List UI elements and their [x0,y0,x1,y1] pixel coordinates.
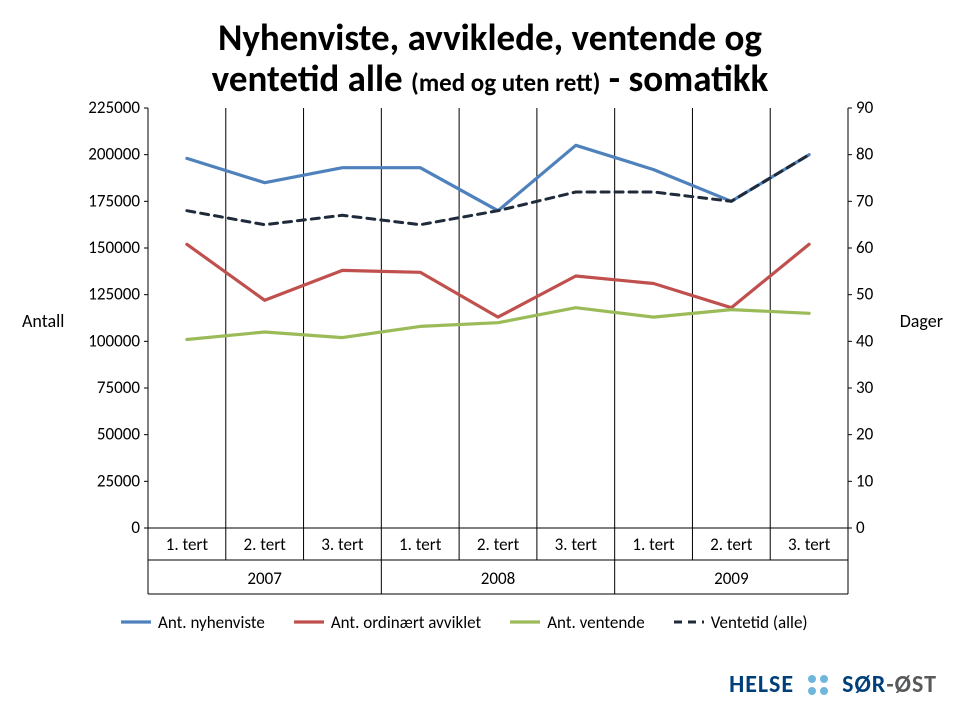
x-category-label: 3. tert [788,534,831,555]
x-category-label: 2. tert [243,534,286,555]
y1-tick-label: 200000 [88,144,140,165]
y-axis-left-label: Antall [22,310,64,332]
footer-logo: HELSE SØR-ØST [729,670,937,699]
x-category-label: 1. tert [399,534,442,555]
x-category-label: 2. tert [710,534,753,555]
legend-swatch-icon [509,615,541,629]
y1-tick-label: 50000 [97,424,140,445]
x-group-label: 2007 [247,568,282,589]
legend-swatch-icon [293,615,325,629]
y1-tick-label: 25000 [97,470,140,491]
title-line2-small: (med og uten rett) [411,67,600,98]
legend-item-ordinaert: Ant. ordinært avviklet [293,612,481,633]
y1-tick-label: 175000 [88,190,140,211]
x-group-label: 2009 [714,568,749,589]
legend-label: Ant. ordinært avviklet [331,612,481,633]
y1-tick-label: 150000 [88,237,140,258]
x-category-label: 1. tert [632,534,675,555]
x-group-label: 2008 [481,568,515,589]
legend-item-nyhenviste: Ant. nyhenviste [120,612,265,633]
y2-tick-label: 90 [856,100,874,118]
x-category-label: 3. tert [321,534,364,555]
logo-text-helse: HELSE [729,670,794,699]
legend-item-ventetid: Ventetid (alle) [673,612,808,633]
logo-dots-icon [804,671,832,699]
y2-tick-label: 70 [856,190,874,211]
y2-tick-label: 80 [856,144,874,165]
title-line2b: - somatikk [600,56,768,101]
x-category-label: 1. tert [166,534,209,555]
y1-tick-label: 125000 [88,284,140,305]
series-ventende [187,308,809,340]
chart-legend: Ant. nyhenviste Ant. ordinært avviklet Ant… [120,608,880,636]
y1-tick-label: 75000 [97,377,140,398]
y-axis-right-label: Dager [900,310,943,332]
y2-tick-label: 20 [856,424,874,445]
legend-swatch-icon [673,615,705,629]
y2-tick-label: 10 [856,470,874,491]
legend-label: Ventetid (alle) [711,612,808,633]
series-ordinaert [187,244,809,317]
y2-tick-label: 0 [856,517,865,538]
logo-text-sorost: SØR-ØST [842,670,937,699]
legend-item-ventende: Ant. ventende [509,612,644,633]
legend-label: Ant. nyhenviste [158,612,265,633]
title-line2a: ventetid alle [212,56,411,101]
legend-swatch-icon [120,615,152,629]
y1-tick-label: 100000 [88,330,140,351]
slide: Nyhenviste, avviklede, ventende og vente… [0,0,959,713]
line-chart: 0 25000 50000 75000 100000 125000 150000 175000… [80,100,880,600]
y1-tick-label: 225000 [88,100,140,118]
title-line1: Nyhenviste, avviklede, ventende og [218,15,762,60]
series-ventetid [187,155,809,225]
x-category-label: 3. tert [555,534,598,555]
y1-tick-label: 0 [131,517,140,538]
y2-tick-label: 30 [856,377,874,398]
x-category-label: 2. tert [477,534,520,555]
y2-tick-label: 50 [856,284,874,305]
y2-tick-label: 40 [856,330,874,351]
chart-title: Nyhenviste, avviklede, ventende og vente… [130,18,850,99]
y2-tick-label: 60 [856,237,874,258]
legend-label: Ant. ventende [547,612,644,633]
